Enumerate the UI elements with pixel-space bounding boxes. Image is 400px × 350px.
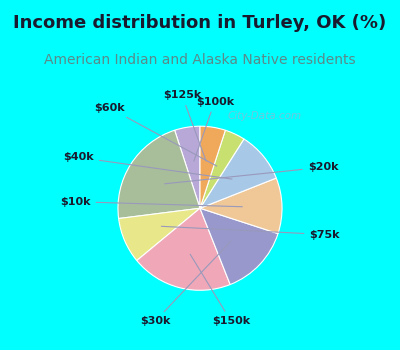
Text: $40k: $40k bbox=[63, 152, 232, 179]
Text: $75k: $75k bbox=[161, 226, 340, 239]
Text: $20k: $20k bbox=[165, 162, 338, 184]
Wedge shape bbox=[137, 208, 230, 290]
Wedge shape bbox=[175, 126, 200, 208]
Wedge shape bbox=[200, 130, 244, 208]
Text: $125k: $125k bbox=[163, 90, 206, 161]
Wedge shape bbox=[200, 139, 276, 208]
Text: $150k: $150k bbox=[190, 254, 250, 327]
Wedge shape bbox=[200, 178, 282, 233]
Text: Income distribution in Turley, OK (%): Income distribution in Turley, OK (%) bbox=[13, 14, 387, 32]
Text: $100k: $100k bbox=[194, 97, 234, 161]
Text: American Indian and Alaska Native residents: American Indian and Alaska Native reside… bbox=[44, 53, 356, 67]
Wedge shape bbox=[200, 126, 225, 208]
Text: $10k: $10k bbox=[60, 197, 242, 207]
Text: $30k: $30k bbox=[140, 241, 231, 327]
Wedge shape bbox=[118, 130, 200, 218]
Wedge shape bbox=[119, 208, 200, 260]
Text: $60k: $60k bbox=[94, 103, 217, 166]
Wedge shape bbox=[200, 208, 278, 285]
Text: City-Data.com: City-Data.com bbox=[228, 111, 302, 121]
